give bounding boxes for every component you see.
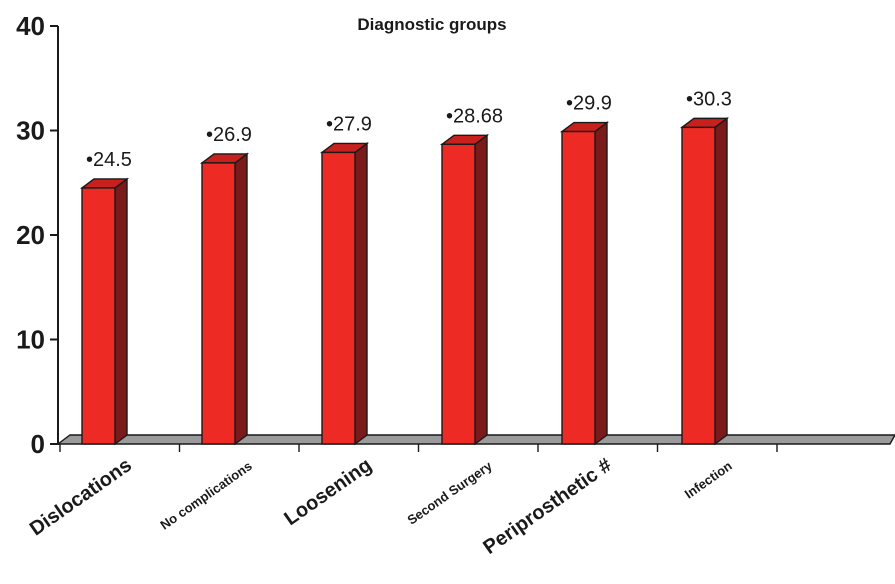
- bar: [441, 143, 476, 445]
- x-tick-label: Infection: [682, 458, 735, 501]
- bar-side: [234, 152, 248, 446]
- y-tick-label: 20: [16, 220, 45, 250]
- bar-side: [474, 133, 488, 446]
- bar-side: [114, 177, 128, 446]
- y-tick-label: 40: [16, 11, 45, 41]
- x-tick-label: Dislocations: [26, 454, 136, 540]
- y-tick-label: 0: [31, 429, 45, 459]
- data-label: •28.68: [446, 105, 503, 127]
- x-tick-label: Second Surgery: [404, 458, 495, 528]
- bar: [81, 187, 116, 445]
- data-label: •26.9: [206, 124, 252, 146]
- data-label: •30.3: [686, 88, 732, 110]
- bar: [321, 151, 356, 445]
- data-label: •27.9: [326, 113, 372, 135]
- bar: [561, 130, 596, 445]
- bar-side: [714, 116, 728, 446]
- x-tick-label: Periprosthetic #: [479, 454, 615, 559]
- data-label: •29.9: [566, 93, 612, 115]
- x-tick-label: Loosening: [280, 454, 375, 530]
- bar-side: [354, 142, 368, 446]
- bar: [681, 126, 716, 445]
- y-tick-label: 30: [16, 116, 45, 146]
- bar-side: [594, 121, 608, 446]
- data-label: •24.5: [86, 149, 132, 171]
- bar: [201, 162, 236, 445]
- chart-title: Diagnostic groups: [357, 15, 506, 34]
- x-tick-label: No complications: [157, 458, 254, 532]
- y-tick-label: 10: [16, 325, 45, 355]
